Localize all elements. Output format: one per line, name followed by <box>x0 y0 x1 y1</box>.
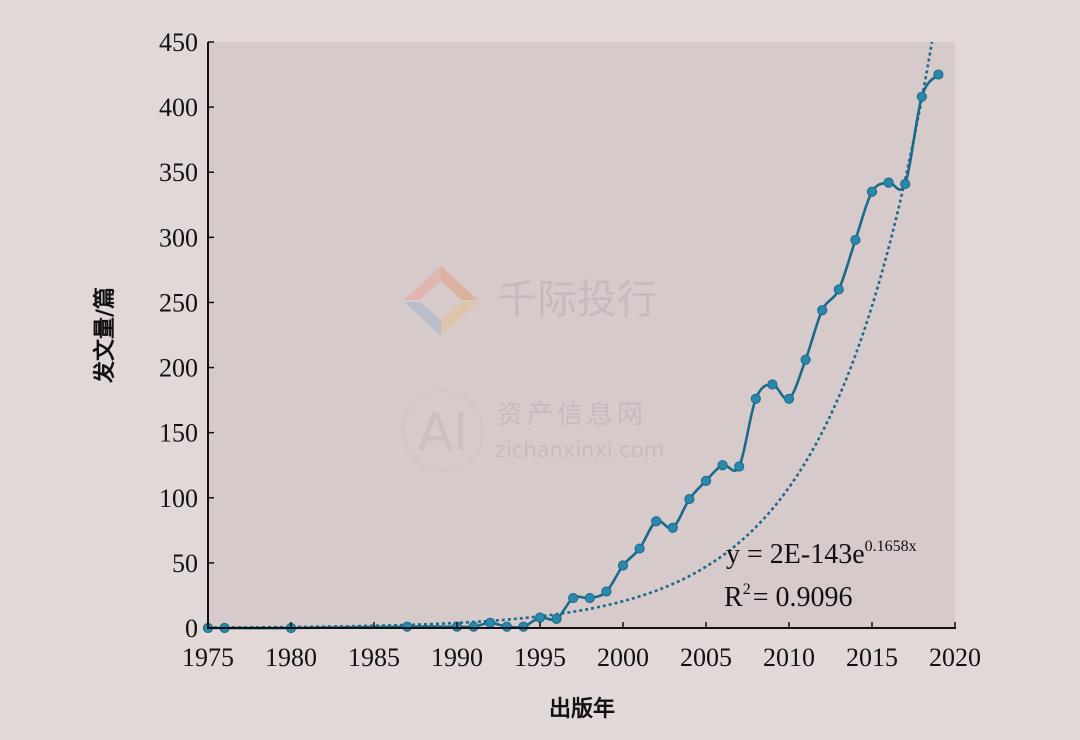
trend-equation-exponent: 0.1658x <box>865 538 917 555</box>
data-point <box>684 493 695 505</box>
y-tick-label: 450 <box>159 28 198 57</box>
x-tick-label: 1995 <box>514 643 566 672</box>
data-point <box>933 69 944 80</box>
data-point <box>817 305 828 316</box>
y-axis-title: 发文量/篇 <box>92 287 118 384</box>
data-point <box>651 516 662 527</box>
data-point <box>568 592 579 604</box>
watermark-brand-text: 千际投行 <box>497 277 657 323</box>
data-point <box>700 475 712 486</box>
data-point <box>501 621 512 632</box>
trend-equation-base: y = 2E-143e <box>726 539 865 570</box>
data-point <box>767 379 778 390</box>
data-point <box>468 621 479 632</box>
data-point <box>900 178 911 190</box>
data-point <box>601 586 612 597</box>
watermark-site-name: 资产信息网 <box>497 400 647 430</box>
data-point <box>518 621 529 632</box>
data-point <box>667 522 678 533</box>
r-squared-prefix: R <box>724 582 743 613</box>
watermark-site-url: zichanxinxi.com <box>495 438 664 462</box>
y-tick-label: 200 <box>159 354 198 383</box>
ticks-layer: 0 50 100 150 200 250 300 350 400 450 1975 1980 1985 1… <box>159 28 981 672</box>
y-tick-label: 100 <box>159 484 198 513</box>
data-point <box>551 613 562 624</box>
data-point <box>883 177 894 188</box>
data-point <box>833 284 844 295</box>
data-point <box>584 592 595 604</box>
x-tick-label: 1990 <box>431 643 483 672</box>
watermark-circle <box>402 390 484 472</box>
data-point <box>617 560 629 571</box>
watermark: 千际投行 AI 资产信息网 zichanxinxi.com <box>402 266 664 472</box>
x-tick-label: 1985 <box>348 643 400 672</box>
r-squared-superscript: 2 <box>743 581 751 598</box>
watermark-diamond-logo <box>404 266 478 336</box>
plot-area <box>208 42 955 628</box>
x-tick-label: 2020 <box>929 643 981 672</box>
x-tick-label: 1975 <box>182 643 234 672</box>
x-tick-label: 1980 <box>265 643 317 672</box>
x-axis-title: 出版年 <box>549 696 615 722</box>
data-point <box>800 354 811 365</box>
x-tick-label: 2010 <box>763 643 815 672</box>
data-point <box>485 617 496 628</box>
y-tick-label: 150 <box>159 419 198 448</box>
data-point <box>734 461 745 472</box>
data-point <box>534 612 546 623</box>
data-point <box>717 460 728 471</box>
data-point <box>750 393 761 404</box>
watermark-logo-text: AI <box>418 403 469 463</box>
data-point <box>634 543 645 554</box>
y-tick-label: 50 <box>172 549 198 578</box>
data-point <box>850 234 861 246</box>
x-tick-label: 2015 <box>846 643 898 672</box>
y-tick-label: 0 <box>185 614 198 643</box>
y-tick-label: 250 <box>159 288 198 317</box>
x-tick-label: 2000 <box>597 643 649 672</box>
data-point <box>866 186 878 197</box>
data-point <box>916 91 927 102</box>
r-squared-value: = 0.9096 <box>753 582 853 613</box>
y-tick-label: 300 <box>159 223 198 252</box>
data-point <box>783 393 795 404</box>
y-tick-label: 400 <box>159 93 198 122</box>
r-squared-label: R2= 0.9096 <box>724 581 852 613</box>
x-tick-label: 2005 <box>680 643 732 672</box>
data-point <box>402 621 413 632</box>
trend-equation: y = 2E-143e0.1658x <box>726 538 917 570</box>
series-layer <box>202 69 944 634</box>
y-tick-label: 350 <box>159 158 198 187</box>
